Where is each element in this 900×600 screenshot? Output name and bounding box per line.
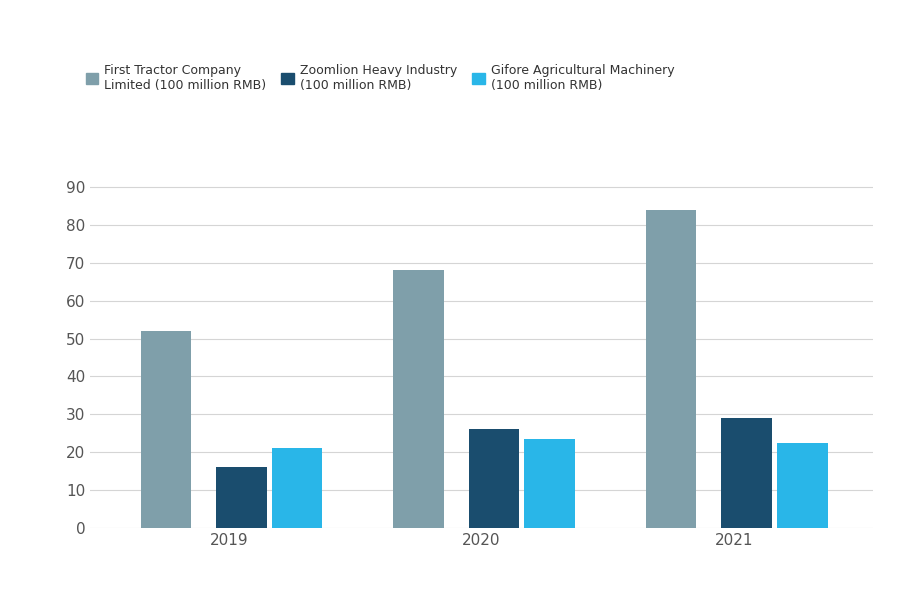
Bar	[140, 331, 191, 528]
Bar	[777, 443, 827, 528]
Bar	[393, 271, 444, 528]
Bar	[216, 467, 266, 528]
Bar	[722, 418, 772, 528]
Legend: First Tractor Company
Limited (100 million RMB), Zoomlion Heavy Industry
(100 mi: First Tractor Company Limited (100 milli…	[81, 59, 680, 97]
Bar	[645, 209, 697, 528]
Bar	[525, 439, 575, 528]
Bar	[272, 448, 322, 528]
Bar	[469, 430, 519, 528]
